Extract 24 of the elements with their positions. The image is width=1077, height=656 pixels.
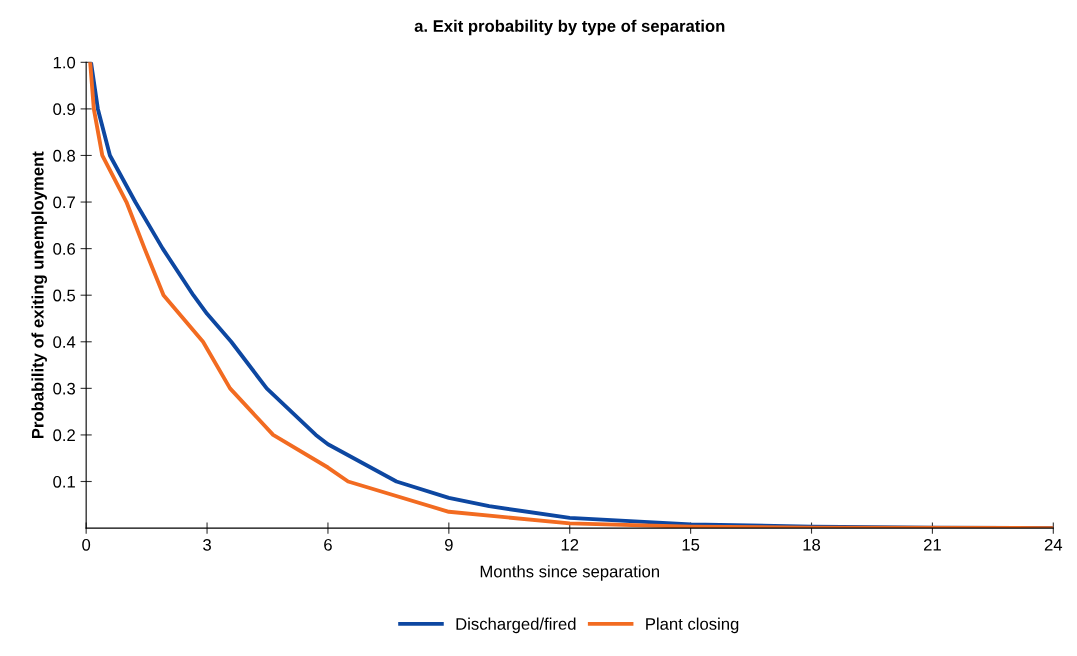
y-axis-title: Probability of exiting unemployment: [31, 151, 48, 439]
x-tick-label: 9: [444, 538, 453, 551]
y-tick-label: 0.1: [53, 475, 75, 488]
y-tick-label: 0.5: [53, 289, 76, 302]
x-axis-title: Months since separation: [480, 565, 659, 581]
y-tick-label: 0.8: [53, 149, 76, 162]
y-tick-label: 0.2: [53, 429, 75, 442]
y-tick-label: 1.0: [53, 56, 76, 69]
legend-label: Plant closing: [646, 617, 739, 634]
legend-label: Discharged/fired: [456, 617, 576, 634]
chart-title: a. Exit probability by type of separation: [414, 19, 725, 36]
x-tick-label: 0: [82, 538, 91, 551]
x-tick-label: 3: [203, 538, 211, 551]
y-tick-label: 0.4: [53, 336, 76, 348]
y-tick-label: 0.3: [53, 382, 76, 395]
y-tick-label: 0.7: [53, 196, 75, 209]
x-tick-label: 15: [682, 539, 700, 551]
y-tick-label: 0.6: [53, 243, 76, 255]
x-tick-label: 24: [1044, 538, 1063, 551]
x-tick-label: 6: [324, 538, 332, 551]
x-tick-label: 18: [803, 538, 821, 551]
x-tick-label: 12: [561, 538, 579, 551]
y-tick-label: 0.9: [53, 103, 75, 116]
x-tick-label: 21: [923, 538, 941, 551]
